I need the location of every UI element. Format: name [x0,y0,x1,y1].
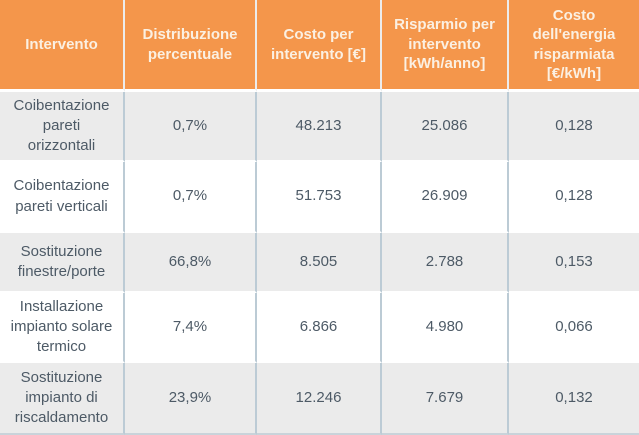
table-cell-intervento: Coibentazione pareti orizzontali [0,92,125,162]
column-header-costo-per-intervento: Costo per intervento [€] [257,0,382,92]
table-cell-costo-energia: 0,132 [509,363,639,435]
table-cell-distribuzione: 7,4% [125,293,257,363]
table-cell-intervento: Sostituzione finestre/porte [0,233,125,293]
table-row: Sostituzione finestre/porte 66,8% 8.505 … [0,233,639,293]
table-row: Sostituzione impianto di riscaldamento 2… [0,363,639,435]
table-cell-costo-energia: 0,066 [509,293,639,363]
table-cell-costo-energia: 0,128 [509,92,639,162]
table-cell-distribuzione: 66,8% [125,233,257,293]
table-cell-distribuzione: 23,9% [125,363,257,435]
table-cell-costo: 12.246 [257,363,382,435]
table-cell-costo-energia: 0,128 [509,162,639,233]
table-cell-intervento: Installazione impianto solare termico [0,293,125,363]
table-cell-risparmio: 25.086 [382,92,509,162]
column-header-distribuzione-percentuale: Distribuzione percentuale [125,0,257,92]
column-header-risparmio-per-intervento: Risparmio per intervento [kWh/anno] [382,0,509,92]
table-cell-risparmio: 4.980 [382,293,509,363]
table-cell-costo: 8.505 [257,233,382,293]
column-header-costo-energia-risparmiata: Costo dell'energia risparmiata [€/kWh] [509,0,639,92]
table-row: Installazione impianto solare termico 7,… [0,293,639,363]
column-header-intervento: Intervento [0,0,125,92]
table-cell-intervento: Sostituzione impianto di riscaldamento [0,363,125,435]
table-cell-costo: 6.866 [257,293,382,363]
table-cell-risparmio: 26.909 [382,162,509,233]
table-cell-costo: 48.213 [257,92,382,162]
table-cell-costo: 51.753 [257,162,382,233]
table-cell-costo-energia: 0,153 [509,233,639,293]
table-cell-risparmio: 2.788 [382,233,509,293]
table-cell-risparmio: 7.679 [382,363,509,435]
header-row: Intervento Distribuzione percentuale Cos… [0,0,639,92]
table-cell-intervento: Coibentazione pareti verticali [0,162,125,233]
table-cell-distribuzione: 0,7% [125,162,257,233]
table-cell-distribuzione: 0,7% [125,92,257,162]
table-row: Coibentazione pareti verticali 0,7% 51.7… [0,162,639,233]
table-row: Coibentazione pareti orizzontali 0,7% 48… [0,92,639,162]
